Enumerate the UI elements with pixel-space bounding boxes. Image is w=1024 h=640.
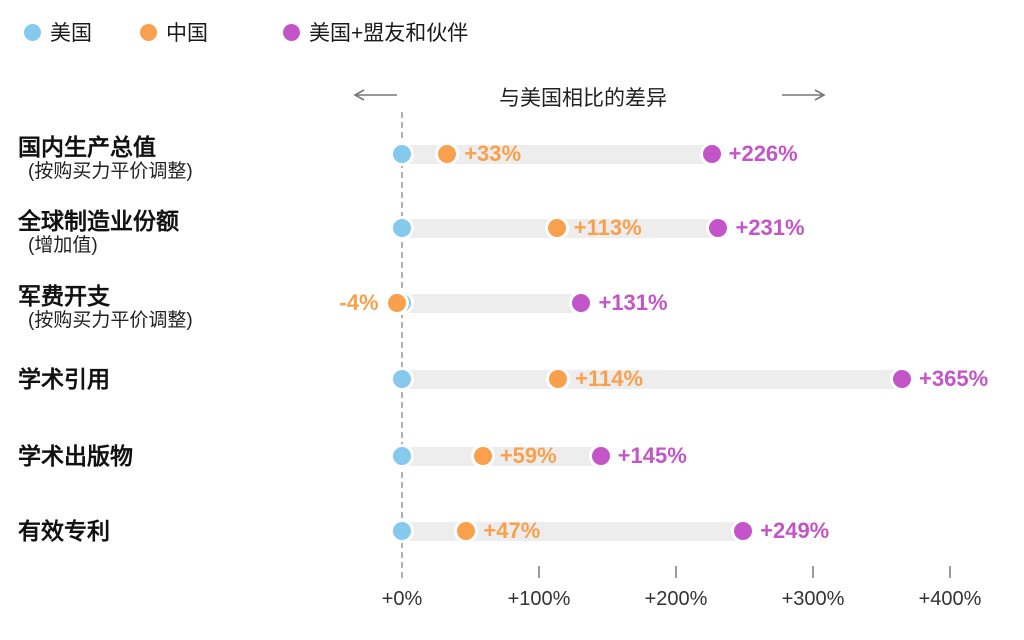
category-label-block: 全球制造业份额 (增加值) bbox=[18, 208, 179, 258]
allies-dot bbox=[569, 291, 594, 315]
china-value-label: +113% bbox=[573, 215, 642, 240]
category-label-block: 有效专利 bbox=[18, 518, 110, 544]
legend-label-china: 中国 bbox=[166, 22, 208, 45]
x-axis-tick bbox=[675, 566, 677, 578]
allies-value-label: +231% bbox=[735, 215, 805, 240]
x-axis-tick-label: +400% bbox=[918, 588, 982, 610]
category-label: 学术引用 bbox=[18, 366, 110, 392]
allies-value-label: +131% bbox=[598, 290, 668, 315]
category-label: 国内生产总值 bbox=[18, 134, 156, 160]
us-dot bbox=[390, 444, 414, 468]
category-sublabel: (按购买力平价调整) bbox=[28, 310, 193, 331]
category-label: 有效专利 bbox=[18, 518, 110, 544]
x-axis-tick bbox=[812, 566, 814, 578]
allies-value-label: +365% bbox=[919, 366, 989, 391]
china-dot bbox=[470, 444, 495, 468]
china-dot bbox=[544, 216, 569, 240]
us-dot bbox=[390, 142, 414, 166]
china-dot bbox=[454, 519, 479, 543]
category-label: 学术出版物 bbox=[18, 443, 133, 469]
legend-label-us: 美国 bbox=[50, 22, 92, 45]
china-legend-dot-icon bbox=[140, 23, 157, 41]
arrow-right-icon bbox=[782, 89, 826, 101]
arrow-left-icon bbox=[353, 89, 397, 101]
x-axis-tick-label: +0% bbox=[381, 588, 423, 610]
allies-dot bbox=[699, 142, 724, 166]
china-dot bbox=[546, 367, 571, 391]
legend-item-allies: 美国+盟友和伙伴 bbox=[283, 20, 469, 45]
us-legend-dot-icon bbox=[24, 23, 41, 41]
row-bar bbox=[391, 521, 755, 541]
category-label-block: 学术引用 bbox=[18, 366, 110, 392]
row-bar bbox=[391, 144, 723, 164]
category-label: 军费开支 bbox=[18, 283, 110, 309]
china-value-label: -4% bbox=[339, 290, 379, 315]
us-dot bbox=[390, 367, 414, 391]
china-dot bbox=[435, 142, 460, 166]
allies-dot bbox=[890, 367, 915, 391]
allies-legend-dot-icon bbox=[283, 23, 300, 41]
allies-dot bbox=[731, 519, 756, 543]
x-axis-tick bbox=[538, 566, 540, 578]
x-axis-tick-label: +200% bbox=[644, 588, 708, 610]
china-value-label: +47% bbox=[483, 518, 541, 543]
allies-value-label: +226% bbox=[728, 141, 798, 166]
china-value-label: +59% bbox=[499, 443, 557, 468]
china-value-label: +114% bbox=[575, 366, 644, 391]
legend-item-us: 美国 bbox=[24, 20, 92, 45]
allies-dot bbox=[706, 216, 731, 240]
axis-title: 与美国相比的差异 bbox=[499, 87, 667, 110]
x-axis-tick bbox=[949, 566, 951, 578]
us-dot bbox=[390, 519, 414, 543]
china-value-label: +33% bbox=[464, 141, 522, 166]
category-sublabel: (按购买力平价调整) bbox=[28, 161, 193, 182]
category-label-block: 学术出版物 bbox=[18, 443, 133, 469]
allies-value-label: +145% bbox=[617, 443, 687, 468]
legend-item-china: 中国 bbox=[140, 20, 208, 45]
category-sublabel: (增加值) bbox=[28, 235, 98, 256]
category-label: 全球制造业份额 bbox=[18, 208, 179, 234]
legend-label-allies: 美国+盟友和伙伴 bbox=[309, 22, 469, 45]
row-bar bbox=[391, 369, 914, 389]
category-label-block: 军费开支 (按购买力平价调整) bbox=[18, 283, 193, 333]
row-bar bbox=[391, 446, 612, 466]
x-axis-tick-label: +100% bbox=[507, 588, 571, 610]
row-bar bbox=[385, 293, 593, 313]
category-label-block: 国内生产总值 (按购买力平价调整) bbox=[18, 134, 193, 184]
allies-value-label: +249% bbox=[760, 518, 830, 543]
china-dot bbox=[384, 291, 409, 315]
x-axis-tick-label: +300% bbox=[781, 588, 845, 610]
us-dot bbox=[390, 216, 414, 240]
allies-dot bbox=[588, 444, 613, 468]
zero-baseline bbox=[401, 112, 403, 578]
